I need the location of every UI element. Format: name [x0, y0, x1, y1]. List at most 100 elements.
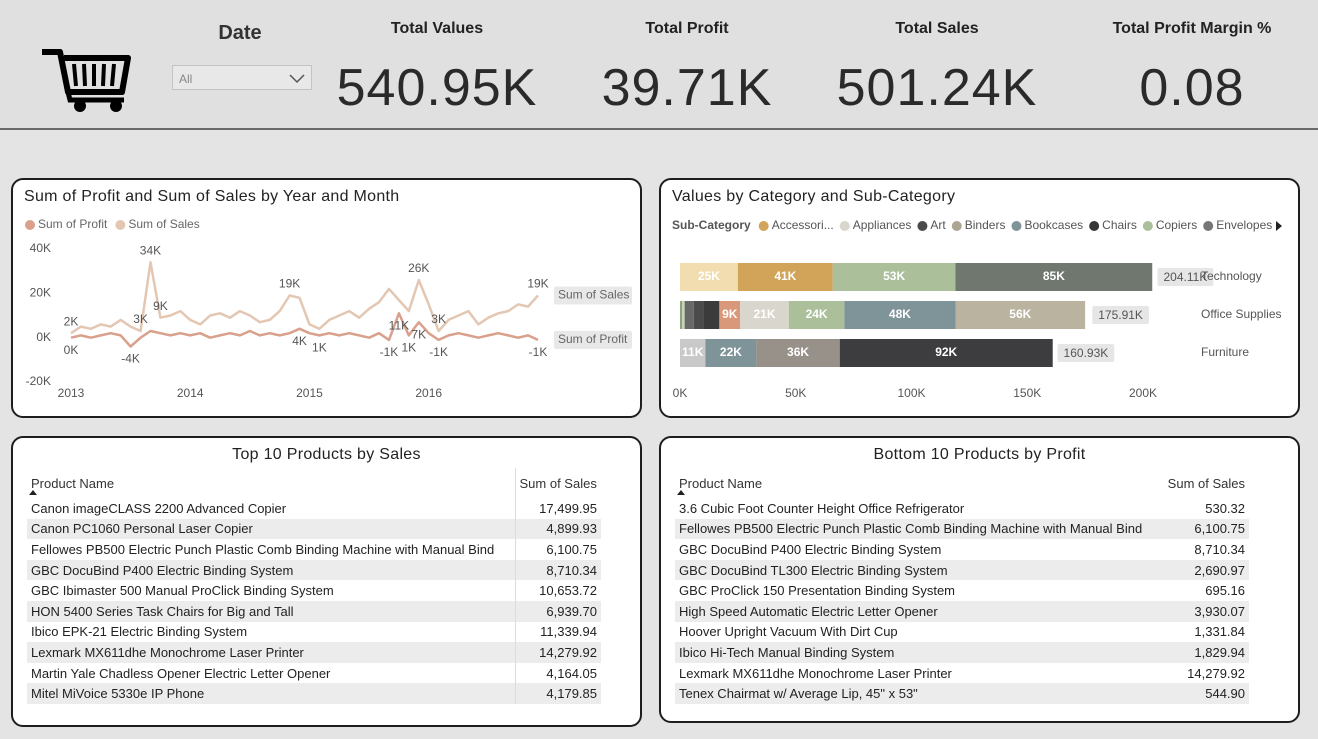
series-end-box [554, 286, 632, 305]
table-cell: High Speed Automatic Electric Letter Ope… [675, 600, 1163, 622]
kpi-value: 39.71K [601, 59, 773, 117]
x-tick-label: 150K [1013, 386, 1041, 400]
data-label: -1K [429, 345, 448, 359]
table-cell: 3.6 Cubic Foot Counter Height Office Ref… [679, 500, 965, 516]
y-tick-label: 20K [30, 286, 51, 300]
x-tick-label: 100K [897, 386, 925, 400]
x-tick-label: 0K [673, 386, 688, 400]
data-label: 4K [292, 334, 307, 348]
bar-segment [703, 301, 720, 329]
bar-segment [844, 301, 956, 329]
bar-segment [955, 263, 1153, 291]
bar-segment [740, 301, 789, 329]
segment-label: 56K [1009, 307, 1031, 321]
table-cell: 4,164.05 [514, 662, 601, 684]
segment-label: 25K [698, 269, 720, 283]
legend-label: Binders [965, 218, 1006, 232]
table-cell: 11,339.94 [514, 621, 601, 643]
segment-label: 24K [806, 307, 828, 321]
legend-marker [1142, 221, 1153, 231]
legend-marker [115, 220, 126, 230]
segment-label: 92K [935, 345, 957, 359]
table-cell: Lexmark MX611dhe Monochrome Laser Printe… [679, 665, 952, 681]
table-row: GBC DocuBind TL300 Electric Binding Syst… [675, 559, 1249, 581]
category-label: Office Supplies [1201, 307, 1282, 321]
table-cell: GBC ProClick 150 Presentation Binding Sy… [679, 583, 956, 599]
table-cell: Canon imageCLASS 2200 Advanced Copier [31, 500, 287, 516]
series-end-box [554, 330, 632, 349]
table-cell: GBC DocuBind TL300 Electric Binding Syst… [675, 559, 1163, 581]
segment-label: 85K [1043, 269, 1065, 283]
segment-label: 53K [883, 269, 905, 283]
table-cell: GBC Ibimaster 500 Manual ProClick Bindin… [31, 583, 334, 599]
table-panel: Bottom 10 Products by Profit Product Nam… [659, 436, 1300, 723]
dropdown-chevron [289, 74, 305, 84]
kpi-value: 540.95K [336, 59, 538, 117]
legend-label: Envelopes [1216, 218, 1272, 232]
table: Product Name Sum of Sales 3.6 Cubic Foot C… [675, 468, 1249, 704]
table-cell: 4,899.93 [514, 518, 601, 540]
segment-label: 21K [753, 307, 775, 321]
table-cell: Mitel MiVoice 5330e IP Phone [27, 683, 515, 704]
table-cell: 530.32 [1205, 500, 1245, 516]
x-tick-label: 2015 [296, 386, 323, 400]
slicer-value: All [179, 72, 193, 86]
x-tick-label: 2013 [58, 386, 85, 400]
table-cell: 14,279.92 [514, 642, 601, 663]
segment-label: 9K [722, 307, 738, 321]
column-header: Sum of Sales [514, 468, 601, 498]
bar-segment [788, 301, 845, 329]
header: Date All Total Values 540.95K Total Prof… [0, 0, 1318, 130]
data-label: 2K [64, 314, 79, 328]
date-slicer[interactable]: All [172, 65, 312, 90]
x-tick-label: 2016 [415, 386, 442, 400]
legend-marker [917, 221, 928, 231]
kpi-value: 501.24K [836, 59, 1038, 117]
data-label: 0K [64, 343, 79, 357]
table-row: Canon imageCLASS 2200 Advanced Copier 17,… [27, 498, 601, 519]
table-row: GBC DocuBind P400 Electric Binding Syste… [675, 539, 1249, 560]
data-label: 19K [527, 277, 548, 291]
table-panel: Top 10 Products by Sales Product Name Sum… [11, 436, 642, 727]
bar-segment [680, 339, 706, 367]
table-cell: 2,690.97 [1163, 559, 1249, 581]
legend-title: Sub-Category [672, 218, 751, 232]
bar-segment [680, 263, 738, 291]
legend-marker [1089, 221, 1100, 231]
table-row: GBC Ibimaster 500 Manual ProClick Bindin… [27, 580, 601, 601]
data-label: 1K [401, 341, 416, 355]
legend-marker [951, 221, 962, 231]
series-line [70, 261, 539, 335]
cart-icon [42, 49, 131, 112]
data-label: 3K [431, 312, 446, 326]
category-label: Furniture [1201, 345, 1249, 359]
column-header: Sum of Sales [1167, 475, 1245, 491]
y-tick-label: 40K [30, 241, 51, 255]
category-label: Technology [1201, 269, 1262, 283]
legend-marker [758, 221, 769, 231]
sort-indicator [677, 490, 685, 495]
bar-chart-panel: Values by Category and Sub-Category Sub-C… [659, 178, 1300, 418]
segment-label: 22K [720, 345, 742, 359]
table-cell: Hoover Upright Vacuum With Dirt Cup [679, 624, 898, 640]
table-row: HON 5400 Series Task Chairs for Big and … [27, 600, 601, 622]
kpi-label: Total Values [390, 20, 484, 37]
line-chart: Sum of Profit and Sum of Sales by Year a… [24, 188, 632, 400]
series-end-label: Sum of Profit [558, 332, 628, 346]
bar-segment [719, 301, 741, 329]
chart-title: Sum of Profit and Sum of Sales by Year a… [24, 188, 400, 205]
data-label: 9K [153, 299, 168, 313]
legend-label: Art [930, 218, 946, 232]
data-label: -1K [529, 345, 548, 359]
data-label: 19K [279, 277, 300, 291]
series-end-label: Sum of Sales [558, 288, 629, 302]
legend-marker [839, 221, 850, 231]
x-tick-label: 50K [785, 386, 806, 400]
bar-segment [682, 301, 685, 329]
legend-label: Bookcases [1024, 218, 1083, 232]
table-row: Fellowes PB500 Electric Punch Plastic Co… [27, 539, 601, 560]
table-row: Canon PC1060 Personal Laser Copier 4,899.… [27, 518, 601, 540]
x-tick-label: 2014 [177, 386, 204, 400]
table-cell: 4,179.85 [514, 683, 601, 704]
table-cell: 8,710.34 [514, 559, 601, 581]
